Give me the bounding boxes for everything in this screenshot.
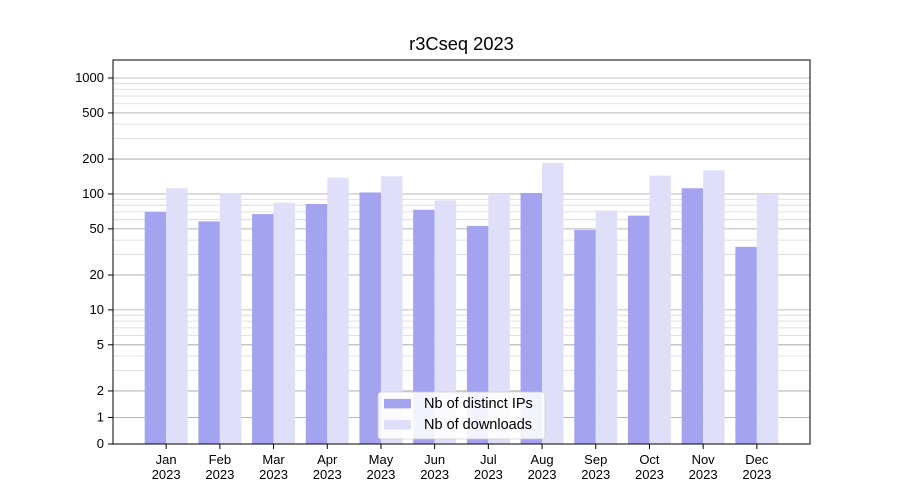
svg-text:100: 100: [82, 186, 104, 201]
svg-text:50: 50: [90, 221, 104, 236]
svg-text:2023: 2023: [205, 467, 234, 482]
svg-text:2023: 2023: [474, 467, 503, 482]
svg-text:Jan: Jan: [156, 452, 177, 467]
svg-text:r3Cseq 2023: r3Cseq 2023: [409, 33, 514, 54]
svg-text:2023: 2023: [313, 467, 342, 482]
svg-text:Dec: Dec: [745, 452, 769, 467]
svg-text:Nb of distinct IPs: Nb of distinct IPs: [424, 396, 533, 412]
svg-text:200: 200: [82, 151, 104, 166]
svg-text:2023: 2023: [152, 467, 181, 482]
svg-text:2023: 2023: [742, 467, 771, 482]
svg-text:5: 5: [97, 337, 104, 352]
svg-text:Nb of downloads: Nb of downloads: [424, 417, 532, 433]
svg-text:20: 20: [90, 267, 104, 282]
svg-text:500: 500: [82, 105, 104, 120]
svg-text:2023: 2023: [528, 467, 557, 482]
svg-text:2023: 2023: [366, 467, 395, 482]
svg-text:Jun: Jun: [424, 452, 445, 467]
svg-text:Mar: Mar: [262, 452, 285, 467]
svg-text:2: 2: [97, 383, 104, 398]
svg-text:Sep: Sep: [584, 452, 607, 467]
svg-text:1: 1: [97, 409, 104, 424]
svg-text:2023: 2023: [635, 467, 664, 482]
svg-text:Oct: Oct: [639, 452, 660, 467]
svg-text:2023: 2023: [689, 467, 718, 482]
svg-text:Aug: Aug: [530, 452, 553, 467]
svg-text:Apr: Apr: [317, 452, 338, 467]
svg-text:0: 0: [97, 436, 104, 451]
svg-text:2023: 2023: [420, 467, 449, 482]
svg-text:Jul: Jul: [480, 452, 497, 467]
svg-text:Nov: Nov: [692, 452, 716, 467]
svg-text:2023: 2023: [259, 467, 288, 482]
svg-text:Feb: Feb: [209, 452, 231, 467]
svg-text:2023: 2023: [581, 467, 610, 482]
svg-text:May: May: [369, 452, 394, 467]
svg-text:10: 10: [90, 302, 104, 317]
svg-text:1000: 1000: [75, 70, 104, 85]
